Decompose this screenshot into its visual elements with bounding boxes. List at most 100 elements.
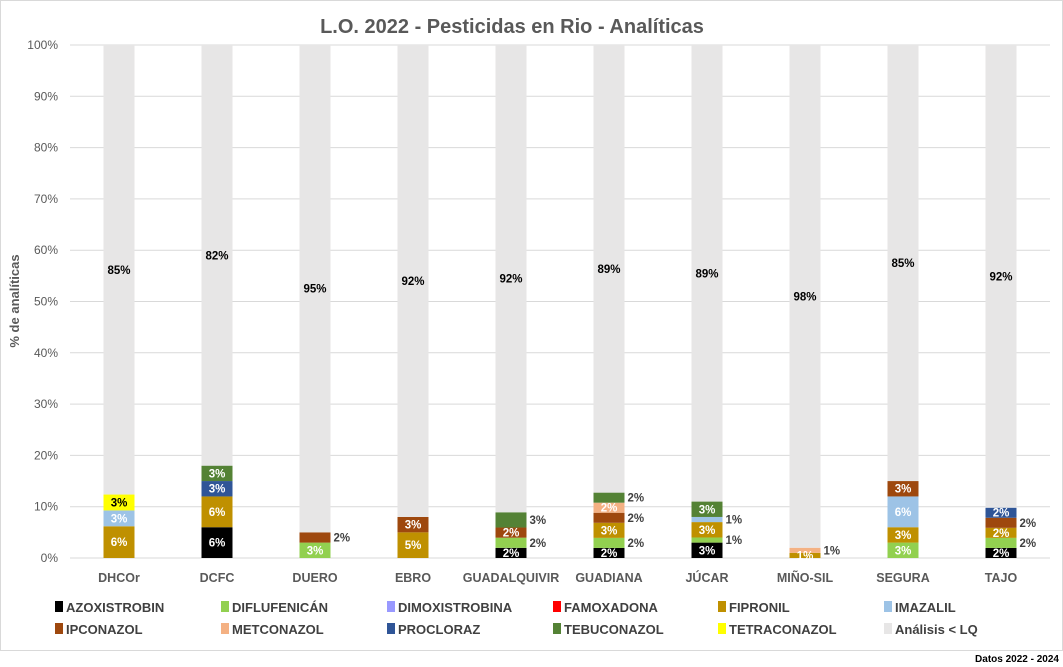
data-label: 1% — [824, 545, 841, 557]
bar-segment — [985, 517, 1017, 528]
bar-segment — [789, 552, 821, 558]
data-label: 2% — [601, 503, 618, 515]
y-tick-label: 100% — [27, 38, 58, 52]
bar-segment — [397, 45, 429, 517]
legend-label: DIMOXISTROBINA — [398, 600, 513, 615]
chart-title: L.O. 2022 - Pesticidas en Rio - Analític… — [320, 16, 704, 38]
bar-segment — [985, 537, 1017, 548]
data-label: 3% — [209, 484, 226, 496]
data-label: 2% — [628, 513, 645, 525]
bar-segment — [691, 542, 723, 558]
bar-segment — [495, 45, 527, 513]
x-category-label: EBRO — [395, 571, 431, 585]
data-label: 3% — [895, 530, 912, 542]
data-label: 3% — [405, 520, 422, 532]
data-label: 5% — [405, 540, 422, 552]
bar-segment — [887, 527, 919, 543]
data-label: 3% — [699, 504, 716, 516]
bar-segment — [299, 542, 331, 558]
legend-label: IMAZALIL — [895, 600, 956, 615]
legend-label: DIFLUFENICÁN — [232, 600, 328, 615]
data-label: 6% — [895, 507, 912, 519]
legend-label: TETRACONAZOL — [729, 622, 837, 637]
data-label: 2% — [628, 493, 645, 505]
x-category-label: DHCOr — [98, 571, 140, 585]
legend-label: METCONAZOL — [232, 622, 324, 637]
chart-border — [0, 0, 1063, 651]
bar-segment — [201, 496, 233, 528]
data-label: 82% — [205, 250, 228, 262]
bar-segment — [495, 527, 527, 538]
bar-segment — [985, 507, 1017, 518]
legend-label: FAMOXADONA — [564, 600, 659, 615]
footer-note: Datos 2022 - 2024 — [975, 654, 1059, 665]
data-label: 3% — [895, 484, 912, 496]
data-label: 3% — [111, 497, 128, 509]
data-label: 2% — [993, 528, 1010, 540]
legend-swatch — [553, 601, 561, 612]
legend-label: IPCONAZOL — [66, 622, 143, 637]
data-label: 89% — [695, 268, 718, 280]
data-label: 85% — [891, 258, 914, 270]
bar-segment — [887, 496, 919, 528]
bar-segment — [103, 494, 135, 511]
legend-swatch — [387, 623, 395, 634]
y-tick-label: 40% — [34, 346, 58, 360]
data-label: 92% — [989, 271, 1012, 283]
y-tick-label: 10% — [34, 500, 58, 514]
bar-segment — [985, 45, 1017, 508]
data-label: 3% — [209, 468, 226, 480]
data-label: 6% — [111, 537, 128, 549]
y-axis-title: % de analíticas — [7, 254, 22, 347]
data-label: 98% — [793, 291, 816, 303]
bar-segment — [397, 532, 429, 558]
bar-segment — [201, 527, 233, 558]
bar-segment — [789, 547, 821, 553]
bar-segment — [593, 522, 625, 538]
data-label: 2% — [993, 548, 1010, 560]
bar-segment — [887, 481, 919, 497]
legend-swatch — [884, 623, 892, 634]
legend-swatch — [55, 601, 63, 612]
y-tick-label: 70% — [34, 192, 58, 206]
data-label: 3% — [895, 545, 912, 557]
legend-swatch — [387, 601, 395, 612]
data-label: 2% — [993, 508, 1010, 520]
data-label: 3% — [307, 545, 324, 557]
data-label: 2% — [601, 548, 618, 560]
data-label: 3% — [699, 525, 716, 537]
bar-segment — [593, 502, 625, 513]
data-label: 95% — [303, 284, 326, 296]
bar-segment — [691, 537, 723, 543]
data-label: 89% — [597, 264, 620, 276]
bar-segment — [299, 532, 331, 543]
y-tick-label: 60% — [34, 243, 58, 257]
data-label: 1% — [797, 550, 814, 562]
bar-segment — [593, 45, 625, 493]
data-label: 1% — [726, 535, 743, 547]
legend-label: PROCLORAZ — [398, 622, 480, 637]
y-tick-label: 80% — [34, 141, 58, 155]
bar-segment — [887, 45, 919, 482]
x-category-label: TAJO — [985, 571, 1018, 585]
x-category-label: GUADALQUIVIR — [463, 571, 560, 585]
bar-segment — [495, 537, 527, 548]
data-label: 2% — [1020, 538, 1037, 550]
legend-label: FIPRONIL — [729, 600, 790, 615]
data-label: 85% — [107, 265, 130, 277]
bar-segment — [789, 45, 821, 548]
legend-swatch — [553, 623, 561, 634]
bar-segment — [495, 547, 527, 558]
legend-label: TEBUCONAZOL — [564, 622, 664, 637]
bar-segment — [691, 45, 723, 502]
y-tick-label: 0% — [41, 551, 59, 565]
data-label: 3% — [601, 525, 618, 537]
legend-swatch — [221, 623, 229, 634]
data-label: 92% — [499, 274, 522, 286]
y-tick-label: 20% — [34, 448, 58, 462]
y-tick-label: 90% — [34, 89, 58, 103]
legend-swatch — [718, 623, 726, 634]
bar-segment — [985, 547, 1017, 558]
y-tick-label: 50% — [34, 295, 58, 309]
